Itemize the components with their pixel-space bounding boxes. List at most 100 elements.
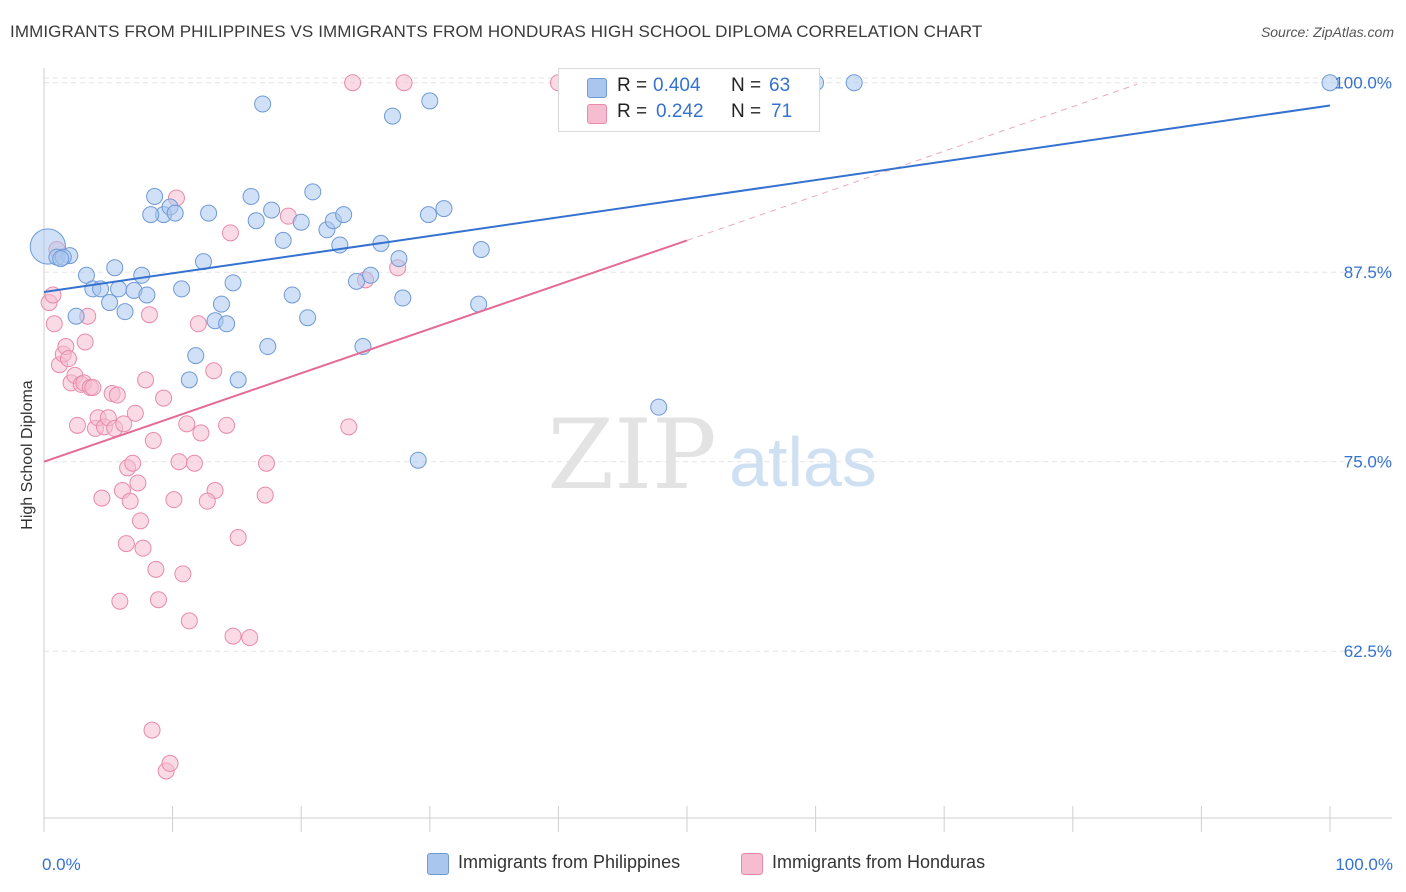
- philippines-point: [242, 187, 260, 205]
- philippines-point: [421, 92, 439, 110]
- honduras-point: [205, 362, 223, 380]
- honduras-point: [395, 74, 413, 92]
- philippines-point: [77, 266, 95, 284]
- philippines-point: [259, 338, 277, 356]
- honduras-point: [76, 333, 94, 351]
- honduras-trend-line: [43, 239, 688, 463]
- honduras-point: [121, 492, 139, 510]
- honduras-point: [129, 474, 147, 492]
- philippines-point: [200, 204, 218, 222]
- philippines-point: [106, 259, 124, 277]
- philippines-point: [110, 280, 128, 298]
- philippines-point: [263, 201, 281, 219]
- honduras-trend-extension: [686, 83, 1138, 241]
- honduras-point: [161, 754, 179, 772]
- philippines-point: [133, 266, 151, 284]
- philippines-point: [304, 183, 322, 201]
- y-tick-label: 62.5%: [1344, 642, 1392, 661]
- y-tick-label: 100.0%: [1334, 74, 1392, 93]
- philippines-point: [247, 212, 265, 230]
- honduras-legend-swatch: [741, 853, 763, 875]
- honduras-point: [126, 404, 144, 422]
- philippines-point: [254, 95, 272, 113]
- legend-row-philippines: R = 0.404 N = 63: [559, 75, 817, 101]
- honduras-point: [180, 612, 198, 630]
- trend-lines: [43, 83, 1331, 463]
- legend-label-honduras: Immigrants from Honduras: [772, 852, 986, 872]
- honduras-point: [124, 454, 142, 472]
- grid-lines: [44, 77, 1392, 652]
- philippines-point: [384, 107, 402, 125]
- series-honduras-points: [40, 74, 567, 780]
- honduras-point: [137, 371, 155, 389]
- philippines-point: [146, 187, 164, 205]
- philippines-legend-swatch: [427, 853, 449, 875]
- philippines-point: [409, 451, 427, 469]
- y-tick-label: 87.5%: [1344, 263, 1392, 282]
- philippines-point: [420, 206, 438, 224]
- honduras-swatch: [587, 104, 607, 124]
- watermark-zip: ZIP: [547, 399, 716, 511]
- honduras-point: [93, 489, 111, 507]
- y-tick-label: 75.0%: [1344, 453, 1392, 472]
- stats-legend: R = 0.404 N = 63 R = 0.242 N = 71: [558, 68, 820, 132]
- honduras-point: [241, 629, 259, 647]
- n-label: N =: [731, 75, 762, 96]
- philippines-point: [52, 250, 70, 268]
- x-tick-label: 0.0%: [42, 855, 81, 874]
- honduras-point: [45, 315, 63, 333]
- r-label: R =: [617, 101, 648, 122]
- honduras-point: [170, 453, 188, 471]
- honduras-point: [68, 416, 86, 434]
- honduras-point: [340, 418, 358, 436]
- source-label: Source: ZipAtlas.com: [1260, 24, 1394, 40]
- philippines-point: [283, 286, 301, 304]
- n-value: 71: [771, 101, 793, 122]
- philippines-trend-line: [43, 104, 1331, 293]
- philippines-point: [142, 206, 160, 224]
- philippines-point: [394, 289, 412, 307]
- x-tick-label: 100.0%: [1335, 855, 1393, 874]
- philippines-point: [347, 272, 365, 290]
- honduras-point: [344, 74, 362, 92]
- honduras-point: [178, 415, 196, 433]
- philippines-point: [138, 286, 156, 304]
- honduras-point: [140, 306, 158, 324]
- r-label: R =: [617, 75, 648, 96]
- r-value: 0.242: [656, 101, 704, 122]
- philippines-point: [435, 200, 453, 218]
- honduras-point: [134, 539, 152, 557]
- honduras-point: [147, 560, 165, 578]
- honduras-point: [174, 565, 192, 583]
- honduras-point: [165, 491, 183, 509]
- philippines-point: [299, 309, 317, 327]
- philippines-point: [650, 398, 668, 416]
- philippines-point: [212, 295, 230, 313]
- honduras-point: [198, 492, 216, 510]
- honduras-point: [257, 454, 275, 472]
- honduras-point: [117, 535, 135, 553]
- axes: [43, 68, 1392, 832]
- philippines-point: [218, 315, 236, 333]
- philippines-point: [335, 206, 353, 224]
- chart-title: IMMIGRANTS FROM PHILIPPINES VS IMMIGRANT…: [10, 22, 983, 41]
- honduras-point: [189, 315, 207, 333]
- philippines-point: [472, 241, 490, 258]
- honduras-point: [224, 627, 242, 645]
- philippines-point: [229, 371, 247, 389]
- watermark: ZIP atlas: [547, 399, 877, 511]
- philippines-point: [180, 371, 198, 389]
- philippines-point: [166, 204, 184, 222]
- honduras-point: [143, 721, 161, 739]
- honduras-point: [192, 424, 210, 442]
- honduras-point: [131, 512, 149, 530]
- philippines-point: [390, 250, 408, 268]
- honduras-point: [155, 389, 173, 407]
- honduras-point: [218, 416, 236, 434]
- philippines-point: [362, 266, 380, 284]
- legend-label-philippines: Immigrants from Philippines: [458, 852, 681, 872]
- watermark-atlas: atlas: [729, 423, 877, 501]
- honduras-point: [256, 486, 274, 504]
- honduras-point: [111, 592, 129, 610]
- philippines-swatch: [587, 78, 607, 98]
